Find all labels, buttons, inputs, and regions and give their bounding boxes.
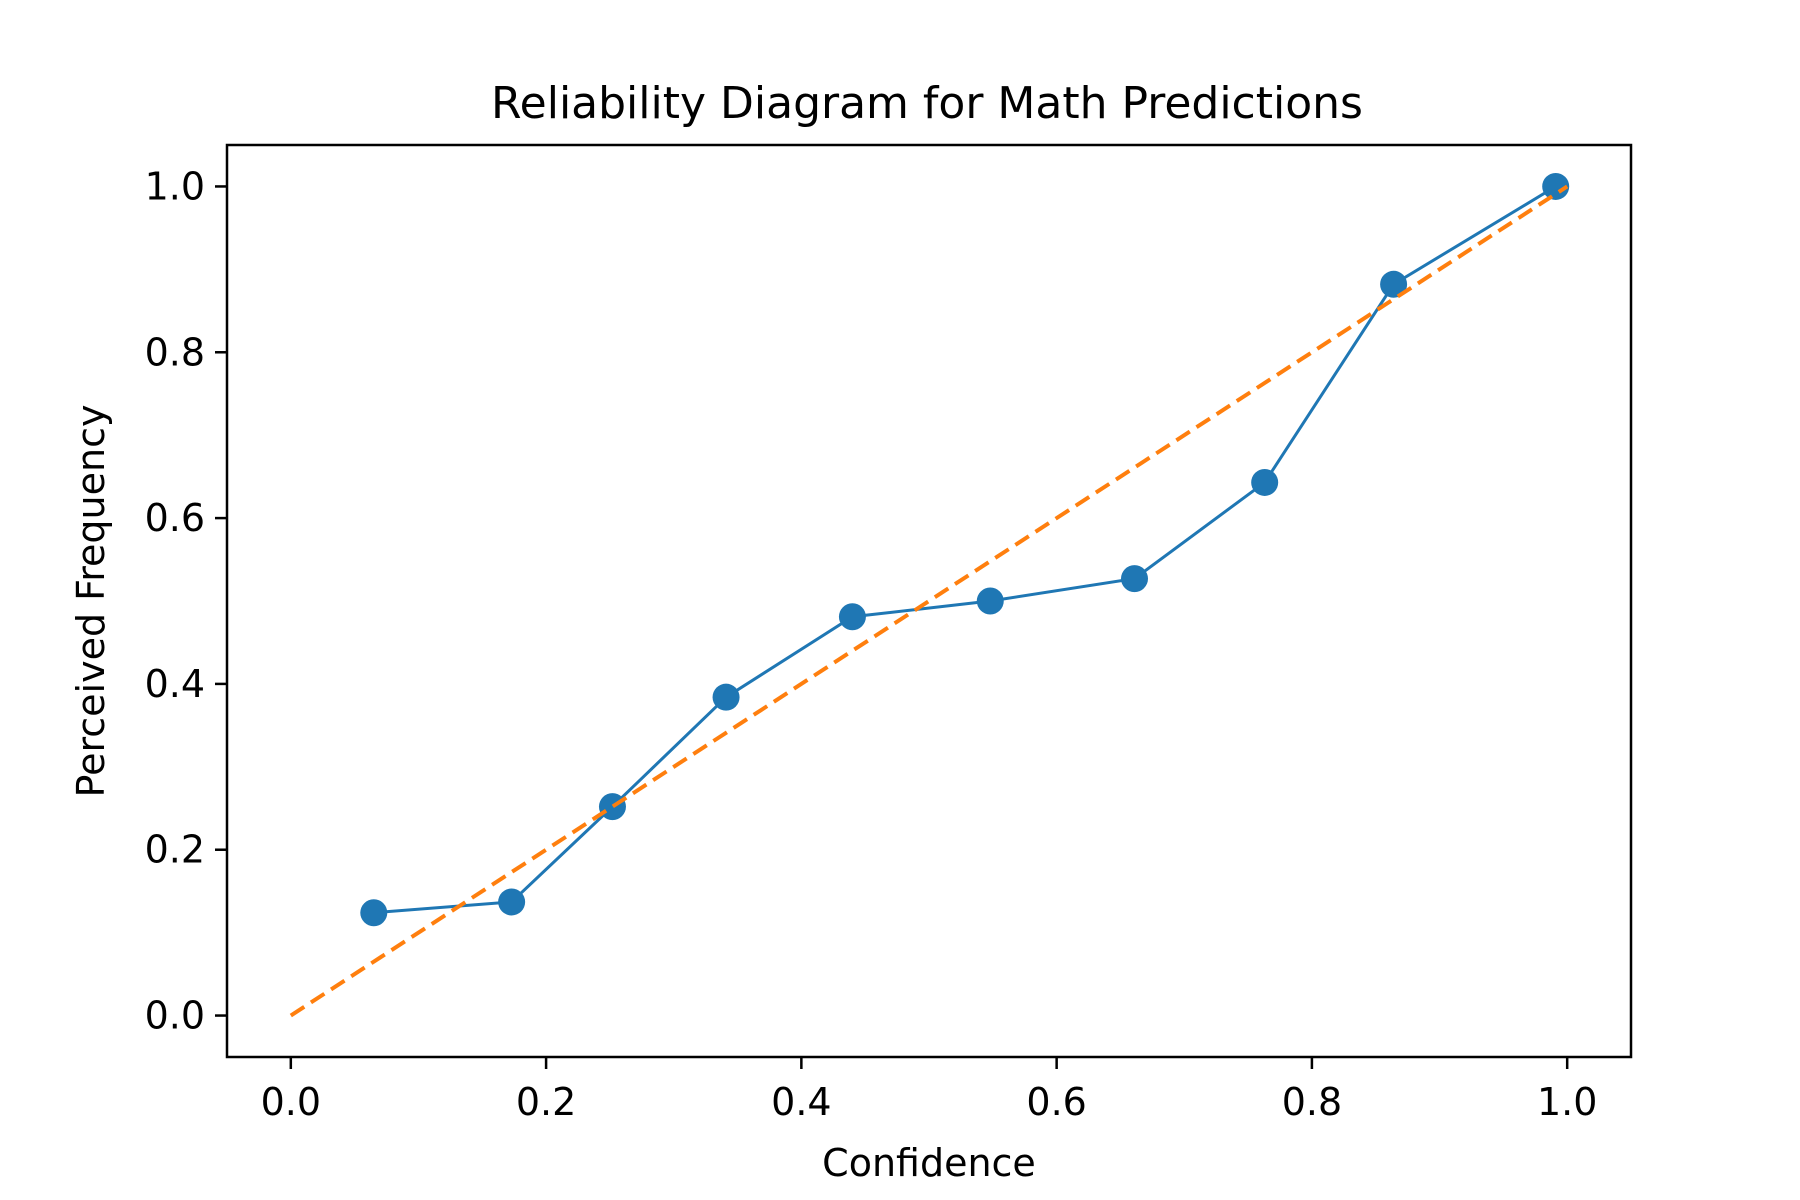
y-axis-title: Perceived Frequency	[69, 405, 113, 798]
calibration-point	[360, 899, 388, 927]
x-tick-label: 0.0	[261, 1080, 321, 1124]
y-tick-label: 1.0	[145, 164, 205, 208]
axis-ticks: 0.0 0.2 0.4 0.6 0.8 1.0 0.0 0.2 0.4 0.6 0.8 1.0	[145, 164, 1598, 1124]
x-tick-label: 0.4	[771, 1080, 831, 1124]
calibration-line	[373, 185, 1557, 915]
y-tick-label: 0.8	[145, 330, 205, 374]
calibration-point	[1542, 172, 1570, 200]
calibration-point	[838, 603, 866, 631]
y-tick-label: 0.6	[145, 496, 205, 540]
y-tick-label: 0.2	[145, 828, 205, 872]
y-tick-label: 0.0	[145, 994, 205, 1038]
plot-area	[289, 172, 1570, 1018]
calibration-point	[712, 683, 740, 711]
x-tick-label: 0.2	[516, 1080, 576, 1124]
x-axis-title: Confidence	[822, 1141, 1036, 1185]
x-tick-label: 0.8	[1282, 1080, 1342, 1124]
plot-frame	[225, 143, 1633, 1059]
calibration-point	[1380, 270, 1408, 298]
chart-title: Reliability Diagram for Math Predictions	[491, 78, 1363, 129]
perfect-calibration-line	[289, 184, 1569, 1018]
y-tick-label: 0.4	[145, 662, 205, 706]
x-tick-label: 1.0	[1537, 1080, 1597, 1124]
calibration-point	[1120, 565, 1148, 593]
calibration-point	[976, 587, 1004, 615]
x-tick-label: 0.6	[1026, 1080, 1086, 1124]
calibration-point	[598, 793, 626, 821]
calibration-point	[498, 888, 526, 916]
calibration-point	[1251, 468, 1279, 496]
